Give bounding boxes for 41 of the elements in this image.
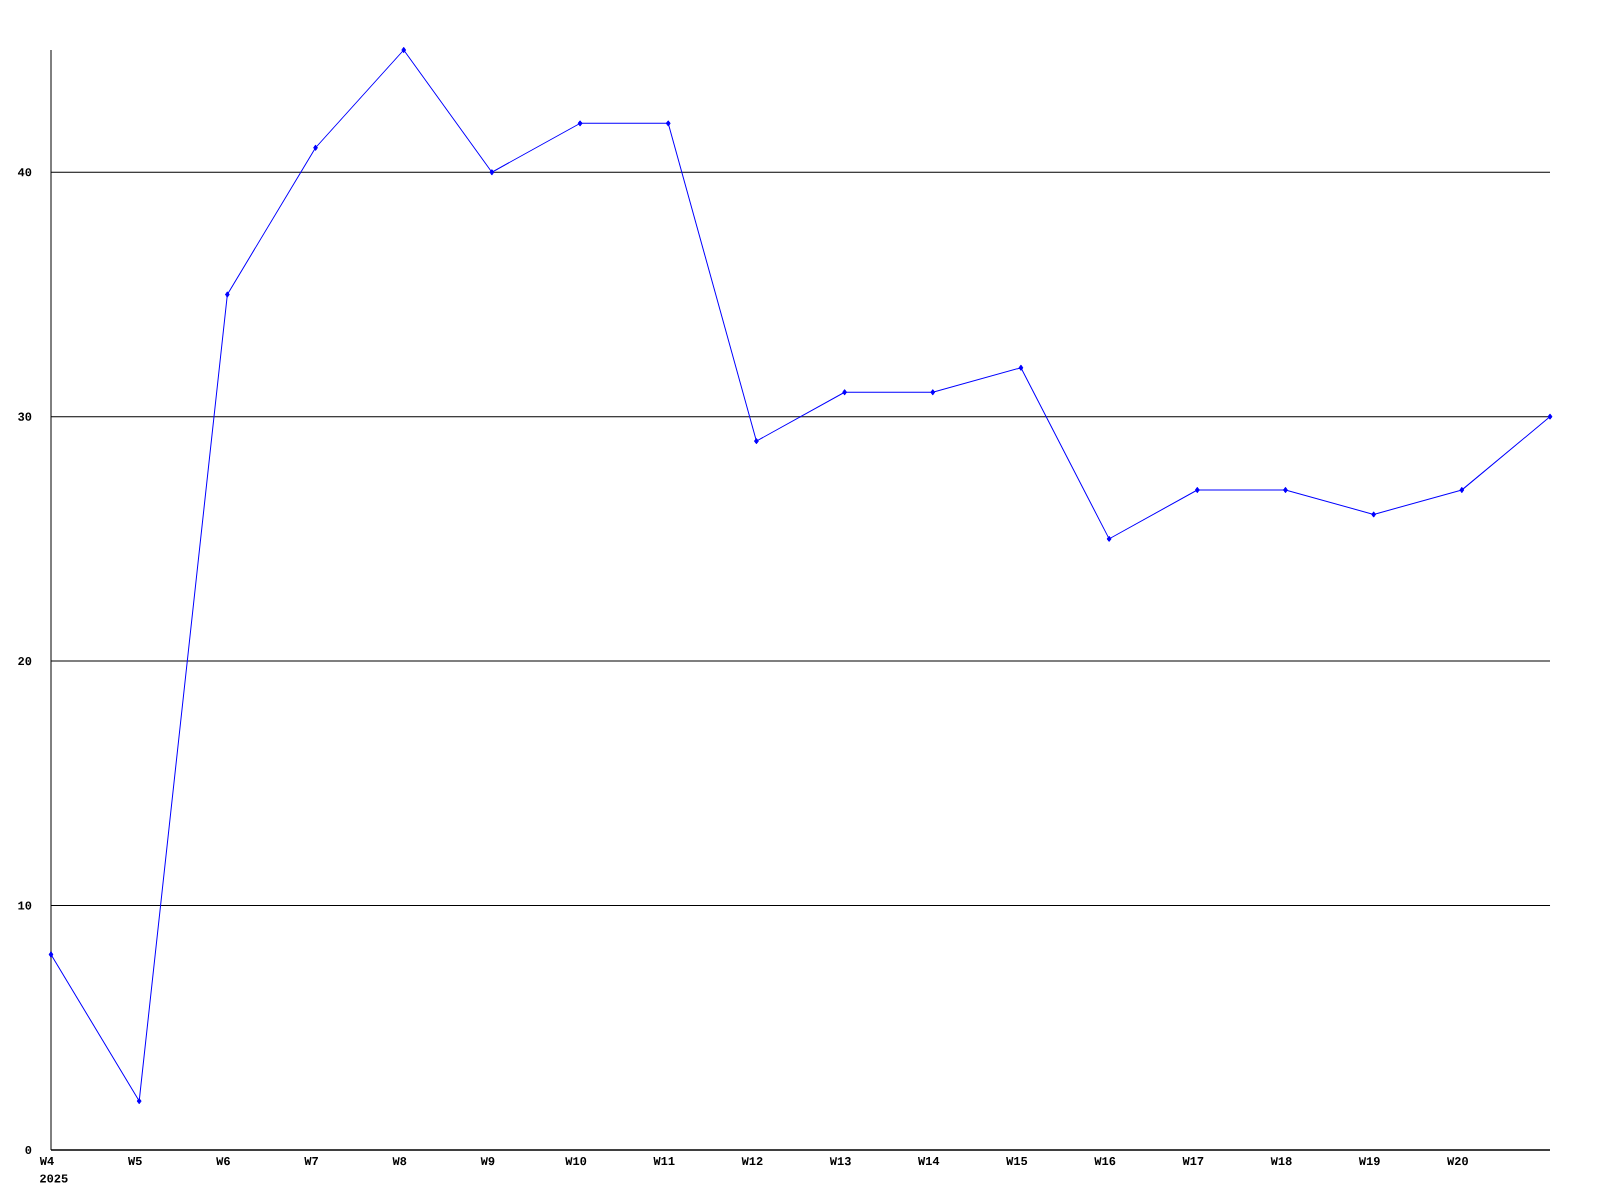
- x-tick-label: W7: [304, 1157, 318, 1165]
- x-tick-label: W19: [1358, 1157, 1380, 1166]
- point: [1106, 535, 1112, 542]
- x-tick-label: W15: [1006, 1157, 1028, 1166]
- text: 2025: [40, 1174, 68, 1183]
- y-tick-label: 30: [18, 412, 32, 421]
- x-tick-label: W11: [653, 1157, 675, 1165]
- point: [401, 47, 407, 53]
- point: [754, 438, 759, 445]
- point: [842, 389, 847, 396]
- x-tick-label: W12: [741, 1157, 763, 1166]
- point: [1459, 487, 1465, 493]
- x-tick-label: W6: [216, 1157, 230, 1166]
- point: [48, 951, 54, 958]
- x-tick-label: W20: [1447, 1157, 1468, 1166]
- point: [1371, 511, 1376, 518]
- point: [665, 120, 671, 127]
- point: [136, 1098, 142, 1105]
- point: [1018, 364, 1024, 371]
- x-tick-label: W9: [480, 1157, 495, 1166]
- y-tick-label: 40: [17, 168, 32, 177]
- point: [577, 120, 583, 127]
- x-tick-label: W17: [1182, 1157, 1204, 1165]
- point: [1195, 487, 1200, 493]
- x-tick-label: W5: [127, 1157, 142, 1166]
- x-tick-label: W16: [1094, 1157, 1116, 1166]
- point: [489, 169, 495, 176]
- point: [225, 291, 230, 298]
- point: [1547, 413, 1553, 420]
- y-tick-label: 10: [18, 901, 32, 910]
- point: [1283, 487, 1288, 493]
- x-tick-label: W10: [565, 1157, 587, 1166]
- x-tick-label: W13: [829, 1157, 851, 1166]
- x-tick-label: W14: [917, 1157, 940, 1165]
- point: [930, 389, 936, 396]
- x-tick-label: W18: [1270, 1157, 1292, 1166]
- x-tick-label: W4: [39, 1157, 54, 1165]
- point: [313, 144, 318, 151]
- x-tick-label: W8: [392, 1157, 407, 1166]
- y-tick-label: 20: [18, 657, 32, 666]
- y-tick-label: 0: [25, 1145, 32, 1155]
